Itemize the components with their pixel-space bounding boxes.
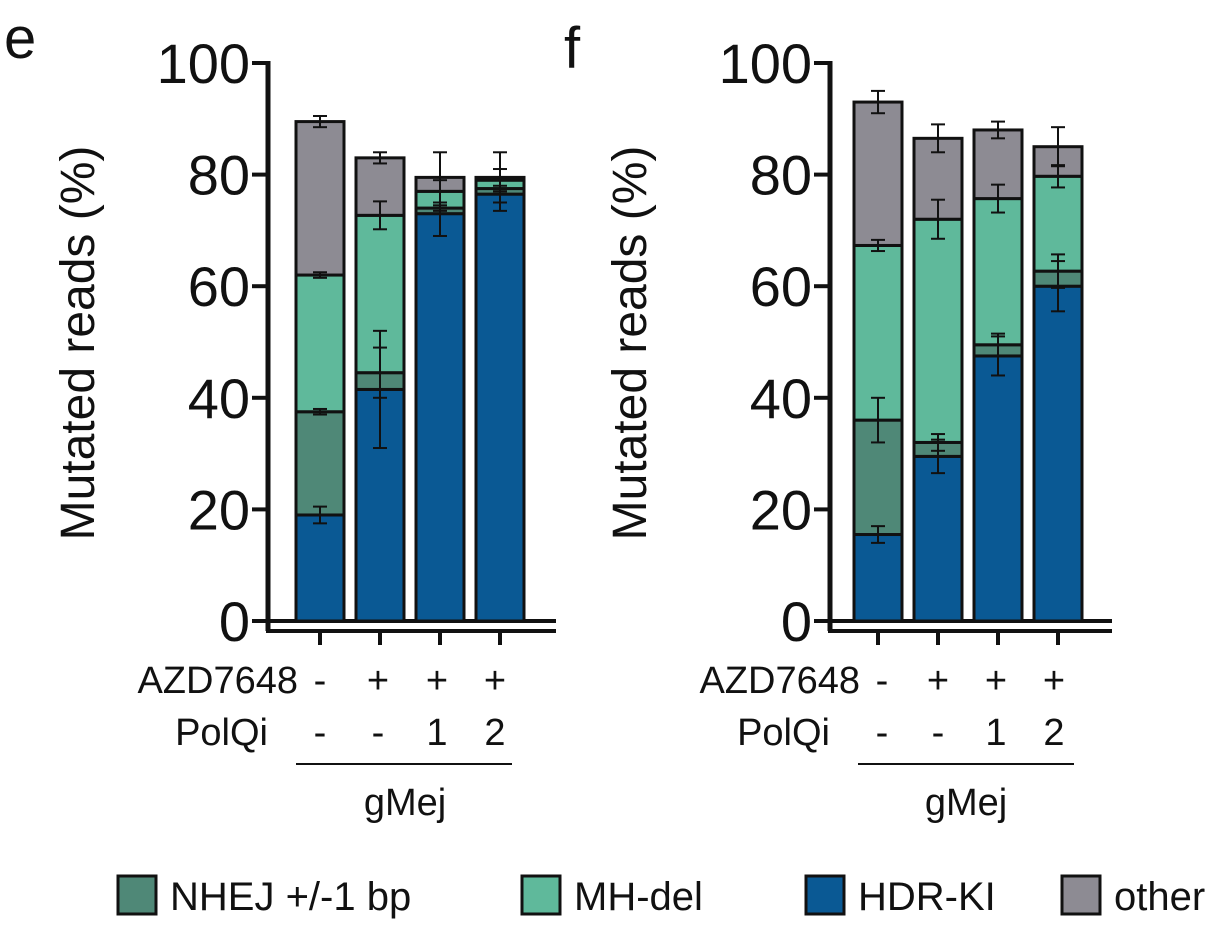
panel-e-azd-value: + — [426, 660, 448, 702]
panel-e-axes: 0 20 40 60 80 100 — [157, 32, 556, 653]
panel-f-condition-labels: AZD7648 PolQi gMej - + + +- -1 2 — [699, 660, 1074, 824]
panel-f-azd-value: + — [1043, 660, 1065, 702]
panel-f-bar-segment-mh-del — [912, 217, 964, 444]
panel-e-polqi-value: 2 — [484, 712, 505, 754]
panel-f-polqi-value: - — [876, 712, 889, 754]
panel-f-bar-segment-hdr-ki — [852, 533, 904, 623]
panel-f-y-tick-label: 80 — [750, 144, 812, 207]
panel-e-condition-labels: AZD7648 PolQi gMej - + + +- -1 2 — [137, 660, 512, 824]
panel-e-y-axis-label: Mutated reads (%) — [52, 146, 105, 541]
panel-e-y-tick-label: 40 — [188, 367, 250, 430]
panel-f-bar-segment-hdr-ki — [1032, 284, 1084, 623]
panel-e-azd-value: - — [314, 660, 327, 702]
panel-f-axes: 0 20 40 60 80 100 — [719, 32, 1112, 653]
panel-f-error-bars — [871, 89, 1065, 544]
legend-swatch-nhej — [116, 874, 158, 916]
panel-f-polqi-value: - — [932, 712, 945, 754]
panel-f-bar-segment-hdr-ki — [972, 354, 1024, 623]
panel-f-bar-segment-mh-del — [972, 197, 1024, 347]
panel-e-y-tick-label: 20 — [188, 478, 250, 541]
panel-e-polqi-value: 1 — [426, 712, 447, 754]
panel-f-y-tick-label: 40 — [750, 367, 812, 430]
panel-e-bar-segment-hdr-ki — [294, 513, 346, 623]
legend-swatch-hdr-ki — [804, 874, 846, 916]
panel-f-polqi-value: 2 — [1043, 712, 1064, 754]
panel-e-bar-segment-nhej — [294, 410, 346, 517]
panel-e-error-bars — [313, 115, 507, 525]
legend-swatch-mh-del — [520, 874, 562, 916]
panel-e-polqi-value: - — [314, 712, 327, 754]
panel-f-bar-segment-mh-del — [852, 243, 904, 422]
panel-e-group-label: gMej — [364, 782, 446, 824]
panel-e-letter: e — [4, 6, 36, 71]
panel-e-y-tick-label: 100 — [157, 32, 250, 95]
legend-label-mh-del: MH-del — [574, 875, 703, 919]
panel-f-y-tick-label: 20 — [750, 478, 812, 541]
legend: NHEJ +/-1 bp MH-del HDR-KI other — [116, 874, 1205, 919]
panel-f-y-tick-label: 60 — [750, 255, 812, 318]
panel-e-bar-segment-hdr-ki — [414, 212, 466, 623]
panel-f-polqi-value: 1 — [985, 712, 1006, 754]
panel-f-azd-value: + — [927, 660, 949, 702]
panel-f-bar-segment-other — [852, 100, 904, 247]
panel-e-polqi-value: - — [372, 712, 385, 754]
panel-f-azd-value: + — [985, 660, 1007, 702]
legend-label-hdr-ki: HDR-KI — [858, 875, 996, 919]
panel-e-azd-value: + — [367, 660, 389, 702]
panel-f-y-tick-label: 100 — [719, 32, 812, 95]
panel-e-y-tick-label: 60 — [188, 255, 250, 318]
legend-label-nhej: NHEJ +/-1 bp — [170, 875, 411, 919]
panel-f-letter: f — [564, 16, 581, 81]
panel-f-bar-segment-hdr-ki — [912, 454, 964, 623]
panel-f-bars — [852, 100, 1084, 623]
panel-f-chart: f Mutated reads (%) 0 20 40 60 80 100 AZD7648… — [564, 16, 1112, 824]
panel-e-bars — [294, 120, 526, 623]
panel-e-bar-segment-hdr-ki — [474, 192, 526, 623]
panel-e-bar-segment-mh-del — [294, 273, 346, 414]
panel-f-polqi-label: PolQi — [737, 712, 830, 754]
panel-e-y-tick-label: 80 — [188, 144, 250, 207]
panel-e-bar-segment-other — [294, 120, 346, 277]
panel-f-group-label: gMej — [925, 782, 1007, 824]
panel-f-azd-label: AZD7648 — [699, 660, 860, 702]
panel-e-azd-value: + — [484, 660, 506, 702]
legend-swatch-other — [1060, 874, 1102, 916]
panel-e-azd-label: AZD7648 — [137, 660, 298, 702]
legend-label-other: other — [1114, 875, 1205, 919]
panel-e-y-tick-label: 0 — [219, 590, 250, 653]
panel-f-y-tick-label: 0 — [781, 590, 812, 653]
panel-f-azd-value: - — [876, 660, 889, 702]
panel-e-chart: e Mutated reads (%) 0 20 40 60 80 100 AZD7648… — [4, 6, 556, 824]
panel-f-y-axis-label: Mutated reads (%) — [604, 146, 657, 541]
panel-e-polqi-label: PolQi — [175, 712, 268, 754]
